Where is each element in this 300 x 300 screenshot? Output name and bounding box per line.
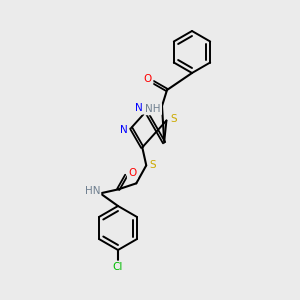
Text: NH: NH: [145, 104, 161, 114]
Text: Cl: Cl: [113, 262, 123, 272]
Text: N: N: [120, 125, 128, 135]
Text: HN: HN: [85, 186, 100, 197]
Text: O: O: [144, 74, 152, 84]
Text: O: O: [128, 168, 136, 178]
Text: N: N: [135, 103, 143, 113]
Text: S: S: [149, 160, 156, 170]
Text: S: S: [170, 113, 177, 124]
